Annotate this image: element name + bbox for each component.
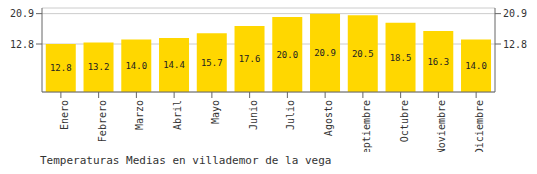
svg-text:Julio: Julio [285,100,296,130]
svg-text:12.8: 12.8 [50,63,72,73]
svg-text:14.0: 14.0 [465,61,487,71]
svg-text:15.7: 15.7 [201,58,223,68]
svg-text:Marzo: Marzo [134,100,145,130]
svg-text:Febrero: Febrero [97,100,108,142]
svg-text:Enero: Enero [59,100,70,130]
svg-text:17.6: 17.6 [239,54,261,64]
svg-text:Noviembre: Noviembre [436,100,447,152]
svg-text:Octubre: Octubre [399,100,410,142]
svg-text:Mayo: Mayo [210,100,221,124]
svg-text:Abril: Abril [172,100,183,130]
svg-text:20.0: 20.0 [276,50,298,60]
svg-text:13.2: 13.2 [88,62,110,72]
svg-text:14.0: 14.0 [125,61,147,71]
svg-text:16.3: 16.3 [427,57,449,67]
svg-text:20.5: 20.5 [352,49,374,59]
svg-text:Septiembre: Septiembre [361,100,372,152]
svg-text:20.9: 20.9 [314,48,336,58]
svg-text:20.9: 20.9 [503,8,527,19]
svg-text:18.5: 18.5 [390,53,412,63]
svg-text:Agosto: Agosto [323,100,334,136]
svg-text:12.8: 12.8 [10,39,34,50]
svg-text:14.4: 14.4 [163,60,185,70]
svg-text:12.8: 12.8 [503,39,527,50]
svg-text:20.9: 20.9 [10,8,34,19]
html-text:Temperaturas Medias en villade: Temperaturas Medias en villademor de la … [40,154,332,167]
svg-text:Diciembre: Diciembre [474,100,485,152]
svg-text:Junio: Junio [248,100,259,130]
